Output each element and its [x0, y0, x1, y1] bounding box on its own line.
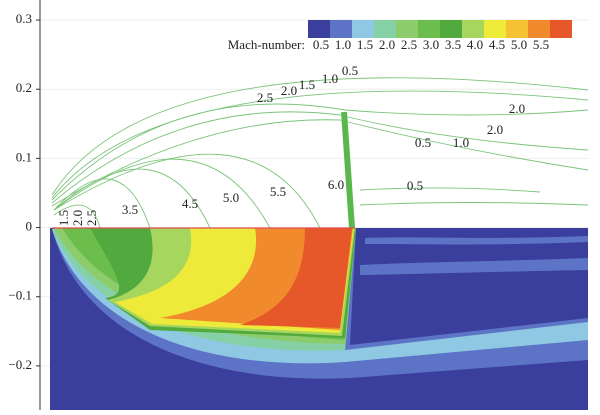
contour-line	[51, 90, 589, 199]
contour-line	[51, 103, 589, 201]
contour-line	[359, 202, 589, 206]
contour-label: 2.0	[281, 83, 297, 98]
colorbar-label: 1.0	[335, 37, 351, 52]
contour-label: 2.0	[70, 210, 85, 226]
contour-label: 2.0	[509, 101, 525, 116]
legend-title: Mach-number:	[228, 37, 305, 52]
contour-line	[53, 158, 271, 229]
colorbar-swatch	[550, 20, 572, 38]
colorbar-label: 5.5	[533, 37, 549, 52]
contour-label: 0.5	[407, 178, 423, 193]
colorbar-swatch	[352, 20, 374, 38]
colorbar-label: 2.5	[401, 37, 417, 52]
contour-line	[53, 168, 211, 229]
region	[360, 258, 588, 275]
colorbar-swatch	[308, 20, 330, 38]
y-tick-label: 0.2	[16, 80, 32, 95]
contour-label: 1.0	[322, 71, 338, 86]
contour-label: 2.5	[257, 90, 273, 105]
colorbar-label: 0.5	[313, 37, 329, 52]
colorbar-label: 3.5	[445, 37, 461, 52]
colorbar-swatch	[506, 20, 528, 38]
contour-label: 5.0	[223, 190, 239, 205]
contour-label: 5.5	[270, 184, 286, 199]
y-axis: −0.2 −0.1 0 0.1 0.2 0.3	[8, 0, 41, 410]
colorbar-swatch	[418, 20, 440, 38]
contour-label: 1.0	[453, 135, 469, 150]
contour-line	[53, 204, 101, 229]
contour-label: 1.5	[299, 77, 315, 92]
y-tick-label: 0	[26, 219, 33, 234]
y-tick-label: 0.3	[16, 11, 32, 26]
colorbar-swatch	[440, 20, 462, 38]
contour-label: 2.5	[84, 210, 99, 226]
colorbar-swatch	[330, 20, 352, 38]
colorbar-swatch	[374, 20, 396, 38]
colorbar-label: 4.5	[489, 37, 505, 52]
region	[365, 236, 588, 245]
y-tick-label: 0.1	[16, 149, 32, 164]
colorbar-label: 3.0	[423, 37, 439, 52]
contour-label: 0.5	[342, 63, 358, 78]
contour-label: 0.5	[415, 135, 431, 150]
shock	[341, 111, 355, 229]
contour-line	[51, 111, 589, 204]
colorbar-label: 5.0	[511, 37, 527, 52]
colorbar-swatch	[396, 20, 418, 38]
contour-label: 3.5	[122, 202, 138, 217]
colorbar-swatch	[462, 20, 484, 38]
y-tick-label: −0.2	[8, 357, 32, 372]
region	[240, 228, 352, 328]
contour-label: 4.5	[182, 196, 198, 211]
contour-line	[53, 153, 321, 229]
contour-label: 1.5	[56, 210, 71, 226]
filled-contours	[50, 228, 588, 410]
contour-label: 2.0	[487, 122, 503, 137]
contour-label: 6.0	[328, 177, 344, 192]
colorbar-label: 1.5	[357, 37, 373, 52]
colorbar-label: 4.0	[467, 37, 483, 52]
colorbar-swatch	[484, 20, 506, 38]
colorbar-swatch	[528, 20, 550, 38]
contour-line	[51, 119, 589, 207]
colorbar-label: 2.0	[379, 37, 395, 52]
contour-line	[359, 187, 541, 193]
contour-line	[51, 77, 589, 196]
y-tick-label: −0.1	[8, 288, 32, 303]
contour-lines	[51, 77, 589, 229]
